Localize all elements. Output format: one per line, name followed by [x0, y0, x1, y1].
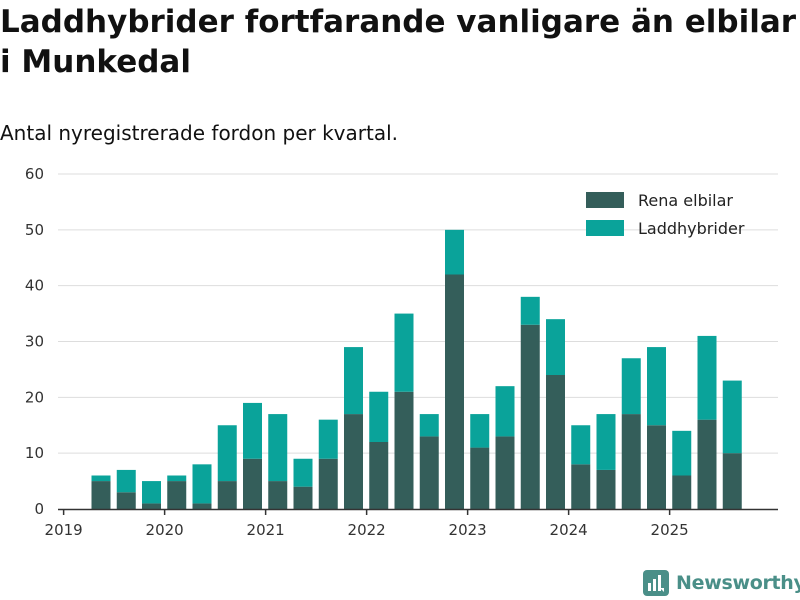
- bar-laddhybrider: [419, 414, 439, 437]
- y-tick-label: 40: [25, 277, 44, 295]
- bar-laddhybrider: [394, 313, 414, 392]
- bar-rena-elbilar: [369, 442, 389, 509]
- bar-laddhybrider: [293, 458, 313, 487]
- bar-rena-elbilar: [596, 469, 616, 509]
- bar-rena-elbilar: [520, 324, 540, 509]
- bar-rena-elbilar: [697, 419, 717, 509]
- bar-rena-elbilar: [571, 464, 591, 509]
- bar-rena-elbilar: [445, 274, 464, 509]
- bar-rena-elbilar: [344, 414, 363, 509]
- bar-laddhybrider: [621, 358, 641, 415]
- gridlines: [58, 173, 778, 454]
- bar-rena-elbilar: [621, 414, 641, 509]
- bar-laddhybrider: [217, 425, 237, 482]
- bar-laddhybrider: [142, 481, 161, 504]
- x-tick-label: 2023: [449, 521, 487, 539]
- bar-laddhybrider: [571, 425, 591, 465]
- bar-rena-elbilar: [217, 481, 237, 509]
- brand-logo: Newsworthy: [643, 570, 800, 596]
- y-tick-label: 20: [25, 388, 44, 406]
- bar-rena-elbilar: [394, 391, 414, 509]
- bar-laddhybrider: [192, 464, 212, 504]
- bar-laddhybrider: [722, 380, 742, 454]
- bar-rena-elbilar: [470, 447, 490, 509]
- bar-rena-elbilar: [495, 436, 515, 509]
- x-tick-label: 2019: [45, 521, 83, 539]
- y-tick-label: 60: [25, 165, 44, 183]
- y-tick-label: 0: [34, 500, 44, 518]
- y-axis-tick-labels: 0 10 20 30 40 50 60: [25, 165, 44, 518]
- legend-swatch: [586, 192, 624, 208]
- bar-laddhybrider: [596, 414, 616, 470]
- legend-swatch: [586, 220, 624, 236]
- bar-laddhybrider: [116, 469, 136, 493]
- brand-name: Newsworthy: [676, 572, 800, 594]
- legend-label: Laddhybrider: [638, 219, 745, 238]
- bar-laddhybrider: [546, 319, 565, 375]
- bar-laddhybrider: [672, 430, 692, 476]
- bar-laddhybrider: [470, 414, 490, 448]
- bar-rena-elbilar: [142, 503, 161, 509]
- bar-rena-elbilar: [293, 486, 313, 509]
- bar-laddhybrider: [495, 386, 515, 437]
- bar-rena-elbilar: [268, 481, 288, 509]
- bar-laddhybrider: [520, 296, 540, 325]
- bar-rena-elbilar: [419, 436, 439, 509]
- bar-laddhybrider: [243, 402, 262, 459]
- bar-rena-elbilar: [192, 503, 212, 509]
- newsworthy-logo-icon: [643, 570, 669, 596]
- bar-rena-elbilar: [318, 458, 338, 509]
- y-tick-label: 30: [25, 333, 44, 351]
- x-tick-label: 2024: [550, 521, 588, 539]
- bar-rena-elbilar: [167, 481, 187, 509]
- bar-laddhybrider: [344, 347, 363, 415]
- bar-rena-elbilar: [647, 425, 666, 509]
- x-axis: 2019 2020 2021 2022 2023 2024 2025: [45, 508, 778, 539]
- x-tick-label: 2021: [247, 521, 285, 539]
- bar-laddhybrider: [268, 414, 288, 482]
- y-tick-label: 10: [25, 444, 44, 462]
- bar-rena-elbilar: [546, 375, 565, 509]
- bar-rena-elbilar: [116, 492, 136, 509]
- x-tick-label: 2020: [146, 521, 184, 539]
- bar-rena-elbilar: [672, 475, 692, 509]
- bar-laddhybrider: [167, 475, 187, 482]
- bar-laddhybrider: [318, 419, 338, 459]
- bar-laddhybrider: [697, 335, 717, 420]
- x-tick-label: 2022: [348, 521, 386, 539]
- bar-laddhybrider: [445, 229, 464, 275]
- chart-subtitle: Antal nyregistrerade fordon per kvartal.: [0, 121, 399, 145]
- chart-title: Laddhybrider fortfarande vanligare än el…: [0, 4, 797, 80]
- bar-laddhybrider: [91, 475, 111, 482]
- bar-laddhybrider: [369, 391, 389, 442]
- bar-laddhybrider: [647, 347, 666, 426]
- bar-rena-elbilar: [91, 481, 111, 509]
- legend-label: Rena elbilar: [638, 191, 733, 210]
- bar-rena-elbilar: [243, 458, 262, 509]
- y-tick-label: 50: [25, 221, 44, 239]
- legend: Rena elbilar Laddhybrider: [586, 191, 745, 238]
- bar-rena-elbilar: [722, 453, 742, 509]
- x-tick-label: 2025: [651, 521, 689, 539]
- bars: [91, 229, 742, 509]
